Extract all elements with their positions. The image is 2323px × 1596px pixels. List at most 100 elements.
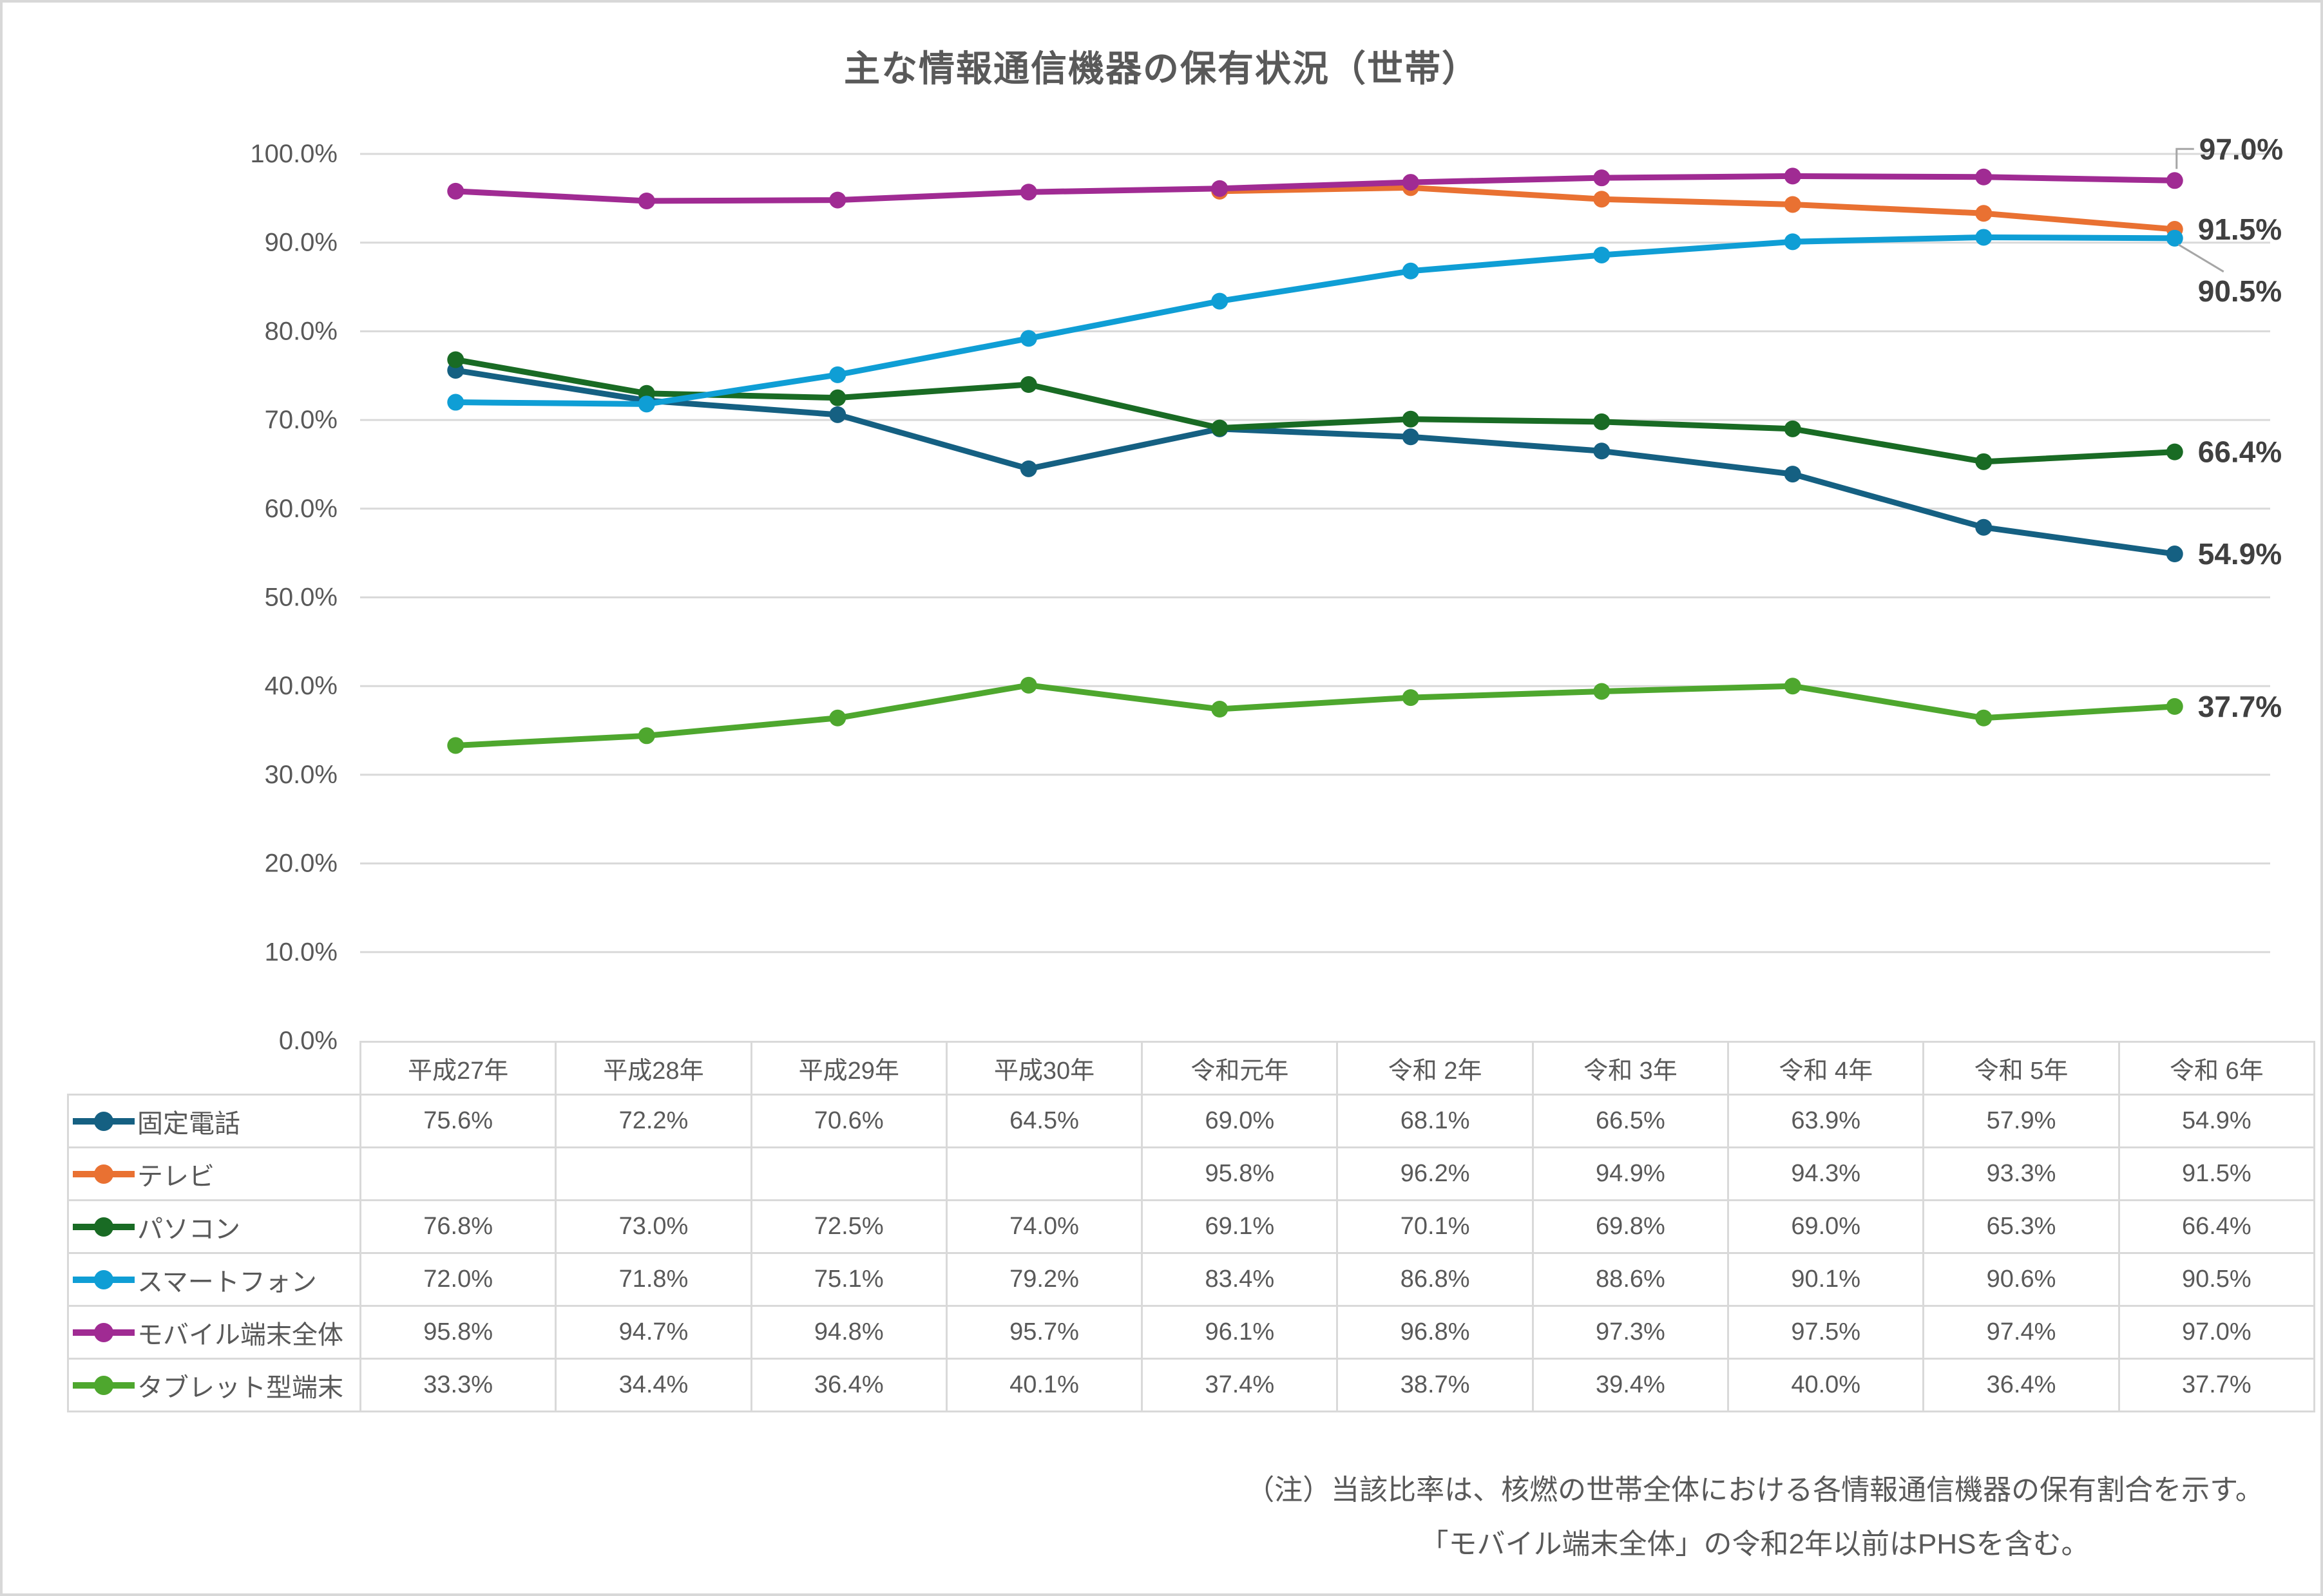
table-corner-cell [68, 1041, 361, 1096]
series-label: テレビ [137, 1162, 215, 1191]
data-point-marker [1402, 262, 1419, 280]
data-point-marker [1211, 701, 1228, 718]
value-cell: 91.5% [2117, 1146, 2316, 1201]
data-point-marker [447, 737, 464, 754]
data-point-marker [829, 191, 846, 209]
legend-inner: スマートフォン [72, 1261, 359, 1298]
value-cell: 96.2% [1336, 1146, 1534, 1201]
data-point-marker [1975, 709, 1993, 727]
year-header-cell: 令和 5年 [1922, 1041, 2120, 1096]
data-point-marker [2166, 229, 2183, 247]
value-cell: 39.4% [1531, 1358, 1730, 1412]
legend-inner: 固定電話 [72, 1103, 359, 1140]
series-line [452, 367, 2178, 557]
series-legend-cell: タブレット型端末 [67, 1358, 361, 1412]
value-cell [750, 1146, 948, 1201]
value-cell: 90.5% [2117, 1252, 2316, 1307]
value-cell: 94.3% [1727, 1146, 1925, 1201]
value-cell: 72.5% [750, 1199, 948, 1254]
data-point-marker [1593, 442, 1611, 460]
year-header-cell: 平成27年 [359, 1041, 557, 1096]
data-point-marker [1975, 205, 1993, 222]
line-chart: 0.0%10.0%20.0%30.0%40.0%50.0%60.0%70.0%8… [250, 132, 2283, 1055]
value-cell: 95.8% [1141, 1146, 1339, 1201]
value-cell: 96.1% [1141, 1305, 1339, 1360]
line-marker-icon [73, 1217, 135, 1237]
series-end-label: 90.5% [2198, 274, 2282, 308]
value-cell: 73.0% [555, 1199, 752, 1254]
series-モバイル端末全体 [447, 167, 2183, 209]
data-point-marker [1975, 518, 1993, 536]
data-point-marker [1593, 413, 1611, 430]
value-cell: 37.4% [1141, 1358, 1339, 1412]
data-point-marker [1020, 460, 1037, 477]
series-パソコン [447, 351, 2183, 470]
value-cell: 95.8% [359, 1305, 557, 1360]
y-tick-label: 50.0% [265, 584, 338, 612]
value-cell: 40.1% [945, 1358, 1143, 1412]
data-point-marker [1020, 676, 1037, 694]
data-point-marker [1402, 174, 1419, 191]
label-leader-line [2177, 243, 2224, 273]
series-legend-cell: テレビ [67, 1146, 361, 1201]
table-row: タブレット型端末 33.3% 34.4% 36.4% 40.1% 37.4% 38.7% 39… [67, 1358, 2316, 1412]
value-cell: 36.4% [750, 1358, 948, 1412]
data-point-marker [1593, 169, 1611, 187]
value-cell: 95.7% [945, 1305, 1143, 1360]
value-cell: 71.8% [555, 1252, 752, 1307]
value-cell: 97.3% [1531, 1305, 1730, 1360]
legend-inner: タブレット型端末 [72, 1367, 359, 1404]
y-tick-label: 100.0% [250, 140, 338, 168]
series-end-label: 97.0% [2199, 132, 2283, 166]
data-point-marker [1402, 689, 1419, 707]
year-header-cell: 令和 3年 [1531, 1041, 1730, 1096]
y-tick-label: 70.0% [265, 406, 338, 434]
y-tick-label: 10.0% [265, 938, 338, 966]
data-point-marker [1020, 330, 1037, 347]
value-cell: 69.0% [1141, 1094, 1339, 1148]
data-point-marker [2166, 698, 2183, 715]
value-cell: 93.3% [1922, 1146, 2120, 1201]
data-point-marker [1784, 233, 1801, 251]
y-axis-tick-labels: 0.0%10.0%20.0%30.0%40.0%50.0%60.0%70.0%8… [250, 140, 338, 1055]
data-point-marker [1211, 419, 1228, 437]
legend-inner: パソコン [72, 1208, 359, 1246]
value-cell: 96.8% [1336, 1305, 1534, 1360]
data-point-marker [1975, 453, 1993, 470]
value-cell: 72.0% [359, 1252, 557, 1307]
y-tick-label: 80.0% [265, 317, 338, 345]
year-header-cell: 令和 6年 [2117, 1041, 2316, 1096]
y-tick-label: 60.0% [265, 495, 338, 523]
value-cell: 36.4% [1922, 1358, 2120, 1412]
line-marker-icon [73, 1269, 135, 1289]
value-cell: 83.4% [1141, 1252, 1339, 1307]
data-point-marker [829, 709, 846, 727]
year-header-cell: 平成28年 [555, 1041, 752, 1096]
series-legend-cell: モバイル端末全体 [67, 1305, 361, 1360]
data-point-marker [1211, 292, 1228, 310]
series-line [452, 173, 2178, 204]
value-cell: 97.5% [1727, 1305, 1925, 1360]
label-leader-line [2175, 147, 2194, 169]
end-labels: 54.9% 91.5% 66.4% 90.5% 97.0% 37.7% [2175, 132, 2283, 723]
line-marker-icon [73, 1375, 135, 1395]
note-line-1: （注）当該比率は、核燃の世帯全体における各情報通信機器の保有割合を示す。 [1246, 1474, 2264, 1506]
value-cell: 75.6% [359, 1094, 557, 1148]
data-point-marker [829, 406, 846, 423]
series-end-label: 54.9% [2198, 537, 2282, 571]
legend-inner: テレビ [72, 1155, 359, 1193]
series-タブレット型端末 [447, 676, 2183, 754]
data-point-marker [1784, 196, 1801, 213]
data-point-marker [829, 366, 846, 383]
value-cell: 75.1% [750, 1252, 948, 1307]
table-header-row: 平成27年 平成28年 平成29年 平成30年 令和元年 令和 2年 令和 3年 令和 4年令… [68, 1041, 2316, 1096]
value-cell: 68.1% [1336, 1094, 1534, 1148]
y-tick-label: 20.0% [265, 850, 338, 878]
data-point-marker [1593, 191, 1611, 208]
value-cell: 88.6% [1531, 1252, 1730, 1307]
value-cell: 33.3% [359, 1358, 557, 1412]
data-point-marker [1593, 683, 1611, 700]
value-cell: 94.9% [1531, 1146, 1730, 1201]
year-header-cell: 平成30年 [945, 1041, 1143, 1096]
